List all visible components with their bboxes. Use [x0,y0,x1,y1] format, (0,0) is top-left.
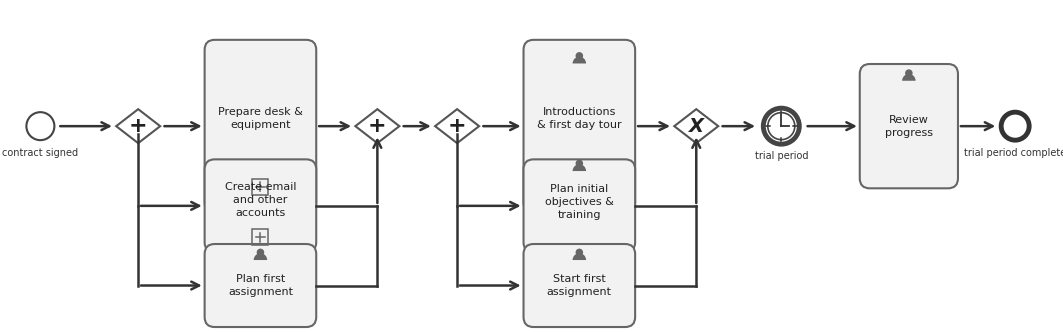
Text: Start first
assignment: Start first assignment [546,274,612,297]
FancyBboxPatch shape [204,244,317,327]
Circle shape [575,160,584,167]
Text: Review
progress: Review progress [884,115,933,138]
Polygon shape [674,109,719,143]
Text: Prepare desk &
equipment: Prepare desk & equipment [218,107,303,130]
Text: Plan initial
objectives &
training: Plan initial objectives & training [545,184,613,220]
Circle shape [575,52,584,60]
Text: +: + [448,116,467,136]
Text: trial period: trial period [755,151,808,161]
Bar [252,179,269,195]
Text: trial period complete: trial period complete [964,148,1063,158]
Wedge shape [573,57,586,63]
Text: Introductions
& first day tour: Introductions & first day tour [537,107,622,130]
Text: X: X [689,117,704,136]
Circle shape [763,108,799,144]
Polygon shape [435,109,479,143]
Circle shape [767,113,795,140]
FancyBboxPatch shape [860,64,958,188]
Wedge shape [573,253,586,260]
Circle shape [1001,112,1029,140]
FancyBboxPatch shape [204,40,317,212]
Circle shape [575,249,584,256]
Polygon shape [355,109,400,143]
Text: Plan first
assignment: Plan first assignment [227,274,293,297]
Wedge shape [573,164,586,171]
FancyBboxPatch shape [524,159,636,252]
Circle shape [905,69,913,77]
Circle shape [256,249,265,256]
FancyBboxPatch shape [524,244,636,327]
Wedge shape [254,253,267,260]
FancyBboxPatch shape [204,159,317,252]
Text: contract signed: contract signed [2,148,79,158]
Text: Create email
and other
accounts: Create email and other accounts [224,182,297,218]
Circle shape [27,112,54,140]
FancyBboxPatch shape [524,40,636,212]
Text: +: + [129,116,148,136]
Wedge shape [902,74,915,81]
Bar [252,229,269,245]
Polygon shape [116,109,161,143]
Text: +: + [368,116,387,136]
